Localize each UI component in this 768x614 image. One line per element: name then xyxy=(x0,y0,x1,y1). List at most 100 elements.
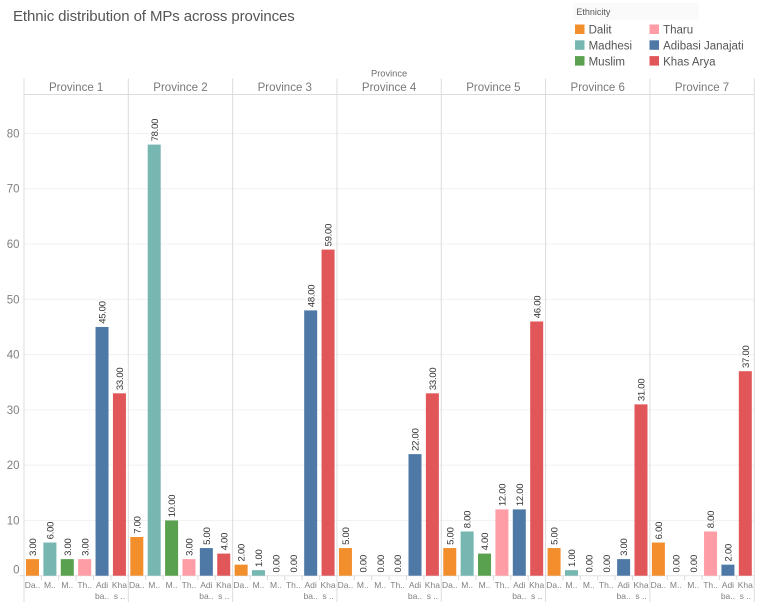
svg-text:8.00: 8.00 xyxy=(706,511,717,529)
svg-text:Dalit: Dalit xyxy=(589,25,613,37)
svg-text:0.00: 0.00 xyxy=(584,555,595,573)
svg-text:2.00: 2.00 xyxy=(237,544,248,562)
svg-text:46.00: 46.00 xyxy=(532,296,543,319)
svg-text:M..: M.. xyxy=(357,580,369,590)
svg-text:60: 60 xyxy=(7,239,20,251)
svg-text:Kha: Kha xyxy=(425,580,440,590)
svg-text:M..: M.. xyxy=(270,580,282,590)
svg-text:Kha: Kha xyxy=(320,580,335,590)
svg-text:37.00: 37.00 xyxy=(741,345,752,368)
svg-text:M..: M.. xyxy=(583,580,595,590)
svg-text:4.00: 4.00 xyxy=(219,533,230,551)
svg-text:M..: M.. xyxy=(44,580,56,590)
svg-text:Tharu: Tharu xyxy=(663,25,693,37)
svg-text:s ..: s .. xyxy=(218,591,229,601)
svg-text:7.00: 7.00 xyxy=(132,516,143,534)
svg-text:22.00: 22.00 xyxy=(411,428,422,451)
svg-text:ba..: ba.. xyxy=(304,591,318,601)
svg-text:Th..: Th.. xyxy=(77,580,92,590)
svg-text:M..: M.. xyxy=(148,580,160,590)
svg-text:Kha: Kha xyxy=(529,580,544,590)
svg-text:40: 40 xyxy=(7,350,20,362)
svg-text:2.00: 2.00 xyxy=(724,544,735,562)
svg-text:Khas Arya: Khas Arya xyxy=(663,56,716,68)
svg-text:M..: M.. xyxy=(461,580,473,590)
svg-text:Th..: Th.. xyxy=(495,580,510,590)
svg-text:1.00: 1.00 xyxy=(567,549,578,567)
svg-text:Adi: Adi xyxy=(305,580,317,590)
svg-text:0.00: 0.00 xyxy=(393,555,404,573)
svg-text:45.00: 45.00 xyxy=(98,301,109,324)
svg-text:Da..: Da.. xyxy=(442,580,458,590)
svg-text:Da..: Da.. xyxy=(129,580,145,590)
svg-text:Province 4: Province 4 xyxy=(362,82,417,94)
svg-text:31.00: 31.00 xyxy=(637,379,648,402)
svg-text:8.00: 8.00 xyxy=(463,511,474,529)
svg-text:Province 3: Province 3 xyxy=(258,82,312,94)
svg-text:Province 5: Province 5 xyxy=(466,82,520,94)
svg-text:Da..: Da.. xyxy=(233,580,249,590)
svg-text:s ..: s .. xyxy=(635,591,646,601)
svg-text:20: 20 xyxy=(7,460,20,472)
svg-text:Adi: Adi xyxy=(96,580,108,590)
svg-text:s ..: s .. xyxy=(322,591,333,601)
svg-text:33.00: 33.00 xyxy=(428,368,439,391)
svg-text:ba..: ba.. xyxy=(721,591,735,601)
svg-text:3.00: 3.00 xyxy=(63,538,74,556)
svg-text:4.00: 4.00 xyxy=(480,533,491,551)
svg-text:Da..: Da.. xyxy=(25,580,41,590)
svg-text:0.00: 0.00 xyxy=(272,555,283,573)
svg-text:6.00: 6.00 xyxy=(654,522,665,540)
svg-text:s ..: s .. xyxy=(740,591,751,601)
svg-text:Kha: Kha xyxy=(738,580,753,590)
svg-text:10.00: 10.00 xyxy=(167,495,178,518)
svg-text:Th..: Th.. xyxy=(286,580,301,590)
svg-text:50: 50 xyxy=(7,294,20,306)
svg-text:Kha: Kha xyxy=(112,580,127,590)
svg-text:6.00: 6.00 xyxy=(45,522,56,540)
svg-text:1.00: 1.00 xyxy=(254,549,265,567)
svg-text:0.00: 0.00 xyxy=(689,555,700,573)
svg-text:Adibasi Janajati: Adibasi Janajati xyxy=(663,41,744,53)
svg-text:ba..: ba.. xyxy=(95,591,109,601)
svg-text:5.00: 5.00 xyxy=(341,527,352,545)
svg-text:12.00: 12.00 xyxy=(498,484,509,507)
svg-text:48.00: 48.00 xyxy=(306,285,317,308)
svg-text:Muslim: Muslim xyxy=(589,56,625,68)
svg-text:0.00: 0.00 xyxy=(671,555,682,573)
svg-text:Adi: Adi xyxy=(409,580,421,590)
svg-text:5.00: 5.00 xyxy=(445,527,456,545)
svg-text:3.00: 3.00 xyxy=(619,538,630,556)
svg-text:80: 80 xyxy=(7,128,20,140)
svg-text:0: 0 xyxy=(13,564,19,576)
svg-text:Province 7: Province 7 xyxy=(675,82,729,94)
svg-text:M..: M.. xyxy=(374,580,386,590)
svg-text:Th..: Th.. xyxy=(599,580,614,590)
svg-text:5.00: 5.00 xyxy=(202,527,213,545)
svg-text:Kha: Kha xyxy=(633,580,648,590)
svg-text:0.00: 0.00 xyxy=(602,555,613,573)
svg-text:Province 1: Province 1 xyxy=(49,82,103,94)
svg-text:M..: M.. xyxy=(670,580,682,590)
svg-text:Kha: Kha xyxy=(216,580,231,590)
svg-text:ba..: ba.. xyxy=(199,591,213,601)
svg-text:s ..: s .. xyxy=(114,591,125,601)
svg-text:Adi: Adi xyxy=(200,580,212,590)
svg-text:Madhesi: Madhesi xyxy=(589,41,632,53)
svg-text:70: 70 xyxy=(7,184,20,196)
svg-text:Da..: Da.. xyxy=(338,580,354,590)
svg-text:M..: M.. xyxy=(253,580,265,590)
svg-text:3.00: 3.00 xyxy=(80,538,91,556)
svg-text:5.00: 5.00 xyxy=(550,527,561,545)
svg-text:s ..: s .. xyxy=(531,591,542,601)
svg-text:ba..: ba.. xyxy=(512,591,526,601)
svg-text:Adi: Adi xyxy=(513,580,525,590)
svg-text:M..: M.. xyxy=(166,580,178,590)
svg-text:Th..: Th.. xyxy=(182,580,197,590)
svg-text:Province: Province xyxy=(371,68,407,78)
svg-text:M..: M.. xyxy=(479,580,491,590)
svg-text:12.00: 12.00 xyxy=(515,484,526,507)
svg-text:10: 10 xyxy=(7,515,20,527)
svg-text:Th..: Th.. xyxy=(703,580,718,590)
svg-text:Adi: Adi xyxy=(722,580,734,590)
